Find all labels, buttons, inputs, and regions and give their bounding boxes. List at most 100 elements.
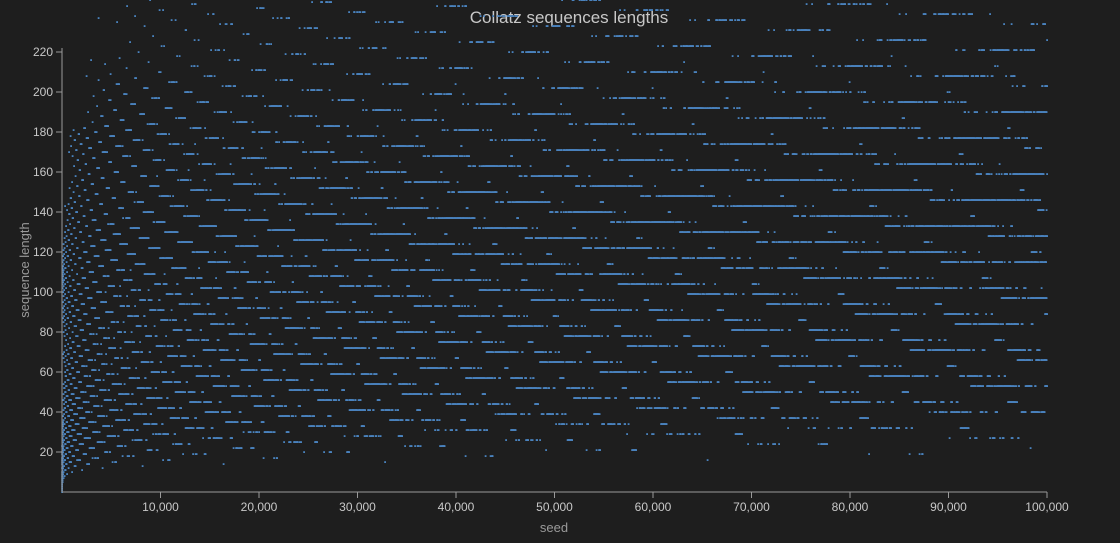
data-point — [252, 281, 255, 283]
data-point — [169, 381, 171, 383]
data-point — [128, 455, 130, 457]
data-point — [115, 145, 117, 147]
data-point — [196, 427, 199, 429]
data-point — [98, 265, 100, 267]
data-point — [62, 457, 64, 459]
data-point — [105, 353, 107, 355]
data-point — [165, 133, 167, 135]
data-point — [229, 411, 231, 413]
data-point — [310, 177, 313, 179]
data-point — [235, 209, 238, 211]
data-point — [89, 437, 91, 439]
data-point — [296, 441, 299, 443]
data-point — [162, 371, 165, 373]
data-point — [130, 403, 132, 405]
data-point — [219, 235, 222, 237]
data-point — [264, 69, 266, 71]
data-point — [293, 177, 295, 179]
data-point — [143, 113, 145, 115]
data-point — [100, 405, 103, 407]
data-point — [212, 13, 215, 15]
data-point — [103, 239, 106, 241]
data-point — [237, 385, 240, 387]
data-point — [231, 297, 234, 299]
data-point — [209, 189, 212, 191]
data-point — [325, 301, 328, 303]
data-point — [207, 251, 209, 253]
data-point — [183, 153, 185, 155]
data-point — [194, 453, 197, 455]
data-point — [291, 79, 293, 81]
data-point — [197, 39, 200, 41]
data-point — [175, 381, 178, 383]
data-point — [78, 319, 81, 321]
data-point — [61, 267, 64, 269]
data-point — [301, 291, 304, 293]
data-point — [84, 313, 87, 315]
data-point — [225, 85, 227, 87]
data-point — [94, 343, 96, 345]
data-point — [254, 95, 256, 97]
data-point — [63, 397, 66, 399]
data-point — [145, 413, 147, 415]
data-point — [63, 289, 65, 291]
data-point — [100, 415, 102, 417]
data-point — [105, 425, 107, 427]
data-point — [220, 297, 222, 299]
data-point — [91, 457, 94, 459]
data-point — [239, 183, 241, 185]
data-point — [237, 349, 239, 351]
data-point — [239, 447, 241, 449]
data-point — [62, 357, 65, 359]
data-point — [170, 381, 173, 383]
data-point — [270, 431, 272, 433]
data-point — [201, 313, 203, 315]
data-point — [144, 149, 146, 151]
data-point — [267, 167, 270, 169]
data-point — [255, 395, 257, 397]
data-point — [205, 375, 207, 377]
data-point — [186, 417, 188, 419]
data-point — [318, 177, 321, 179]
data-point — [78, 433, 81, 435]
data-point — [198, 303, 201, 305]
data-point — [88, 385, 90, 387]
data-point — [71, 331, 74, 333]
data-point — [83, 417, 86, 419]
data-point — [271, 167, 274, 169]
data-point — [206, 401, 209, 403]
data-point — [232, 385, 234, 387]
data-point — [96, 431, 99, 433]
data-point — [125, 67, 128, 69]
data-point — [255, 431, 257, 433]
data-point — [196, 65, 199, 67]
data-point — [177, 143, 180, 145]
data-point — [74, 439, 76, 441]
data-point — [61, 469, 64, 471]
data-point — [303, 327, 306, 329]
data-point — [165, 283, 168, 285]
data-point — [193, 355, 195, 357]
data-point — [184, 391, 186, 393]
data-point — [199, 225, 201, 227]
data-point — [251, 395, 253, 397]
data-point — [205, 189, 208, 191]
data-point — [268, 131, 271, 133]
data-point — [311, 203, 314, 205]
data-point — [62, 393, 65, 395]
data-point — [187, 179, 189, 181]
data-point — [266, 405, 269, 407]
data-point — [62, 383, 65, 385]
data-point — [128, 419, 130, 421]
data-point — [191, 391, 194, 393]
data-point — [240, 333, 242, 335]
data-point — [322, 389, 324, 391]
data-point — [189, 241, 191, 243]
data-point — [76, 273, 78, 275]
data-point — [149, 185, 151, 187]
data-point — [244, 209, 246, 211]
data-point — [130, 429, 133, 431]
data-point — [125, 93, 128, 95]
data-point — [174, 319, 176, 321]
data-point — [162, 309, 165, 311]
